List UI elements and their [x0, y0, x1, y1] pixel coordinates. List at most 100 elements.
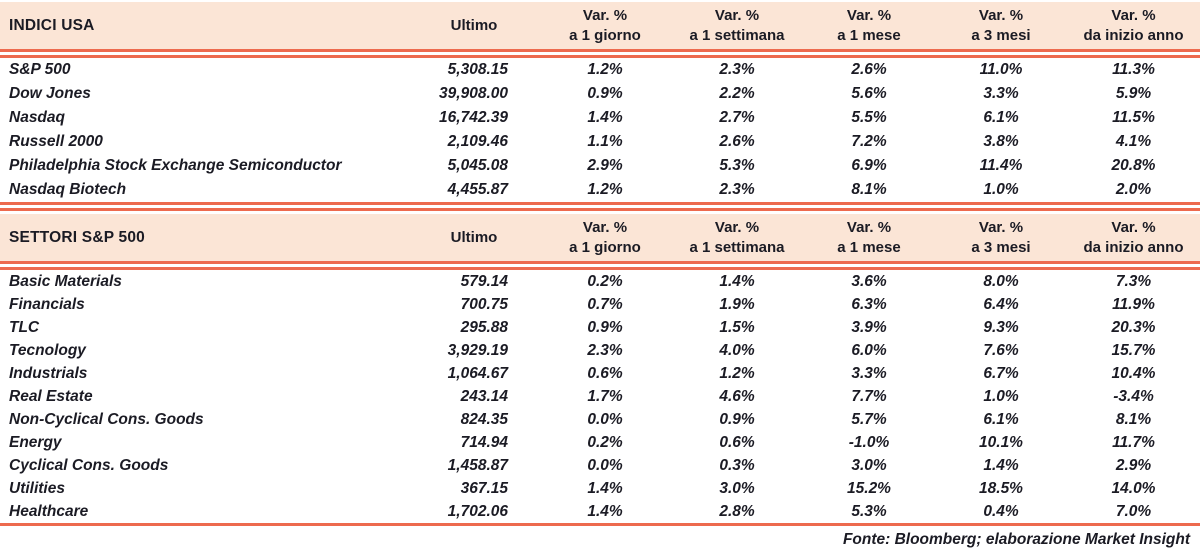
ultimo-value: 243.14 — [460, 387, 508, 405]
row-label: TLC — [9, 318, 40, 336]
row-label: Financials — [9, 295, 85, 313]
row-label: Non-Cyclical Cons. Goods — [9, 410, 204, 428]
row-label: Dow Jones — [9, 85, 91, 102]
pct-value: 5.3% — [719, 157, 755, 174]
col-header-var-1-mese: Var. % a 1 mese — [803, 2, 935, 49]
pct-value: 7.0% — [1115, 502, 1152, 520]
pct-value: 0.6% — [719, 433, 755, 451]
pct-value: 2.3% — [719, 61, 755, 78]
pct-value: 4.6% — [719, 387, 755, 405]
row-label: Basic Materials — [9, 272, 122, 290]
period-label: a 3 mesi — [971, 238, 1031, 256]
ultimo-value: 5,045.08 — [447, 157, 508, 174]
table-row: Financials 700.75 0.7% 1.9% 6.3% 6.4% 11.9% — [0, 293, 1200, 316]
ultimo-value: 295.88 — [460, 318, 508, 336]
pct-value: 6.4% — [983, 295, 1019, 313]
table-row: TLC 295.88 0.9% 1.5% 3.9% 9.3% 20.3% — [0, 316, 1200, 339]
pct-value: 2.2% — [719, 85, 755, 102]
pct-value: 1.4% — [719, 272, 755, 290]
pct-value: 9.3% — [983, 318, 1019, 336]
bottom-rule — [0, 523, 1200, 526]
pct-value: 6.9% — [851, 157, 887, 174]
pct-value: 18.5% — [979, 479, 1023, 497]
table-row: Tecnology 3,929.19 2.3% 4.0% 6.0% 7.6% 15.7% — [0, 339, 1200, 362]
var-pct-label: Var. % — [846, 218, 892, 236]
pct-value: 3.0% — [851, 456, 887, 474]
pct-value: 5.5% — [851, 109, 887, 126]
period-label: da inizio anno — [1083, 238, 1184, 256]
pct-value: 5.9% — [1115, 85, 1152, 102]
period-label: da inizio anno — [1083, 26, 1184, 44]
row-label: S&P 500 — [9, 61, 71, 78]
double-rule — [0, 49, 1200, 58]
var-pct-label: Var. % — [1111, 218, 1156, 236]
pct-value: 8.0% — [983, 272, 1019, 290]
table-row: S&P 500 5,308.15 1.2% 2.3% 2.6% 11.0% 11.3% — [0, 58, 1200, 82]
pct-value: 11.0% — [979, 61, 1023, 78]
pct-value: 1.2% — [719, 364, 755, 382]
pct-value: -3.4% — [1113, 387, 1154, 405]
pct-value: 10.4% — [1111, 364, 1156, 382]
var-pct-label: Var. % — [978, 6, 1024, 24]
pct-value: 2.7% — [719, 109, 755, 126]
col-header-var-inizio-anno: Var. % da inizio anno — [1067, 2, 1200, 49]
pct-value: 0.3% — [719, 456, 755, 474]
pct-value: 2.9% — [1115, 456, 1152, 474]
col-header-var-1-mese: Var. % a 1 mese — [803, 214, 935, 261]
row-label: Real Estate — [9, 387, 93, 405]
pct-value: 2.6% — [851, 61, 887, 78]
pct-value: 1.0% — [983, 387, 1019, 405]
period-label: a 1 mese — [837, 26, 901, 44]
ultimo-value: 2,109.46 — [447, 133, 508, 150]
settori-sp500-table: SETTORI S&P 500 Ultimo Var. % a 1 giorno… — [0, 214, 1200, 526]
ultimo-value: 16,742.39 — [439, 109, 508, 126]
ultimo-value: 39,908.00 — [439, 85, 508, 102]
table-row: Healthcare 1,702.06 1.4% 2.8% 5.3% 0.4% 7.0% — [0, 500, 1200, 523]
pct-value: 2.3% — [587, 341, 623, 359]
pct-value: 0.9% — [719, 410, 755, 428]
ultimo-value: 4,455.87 — [447, 181, 508, 198]
table-row: Russell 2000 2,109.46 1.1% 2.6% 7.2% 3.8% 4.1% — [0, 130, 1200, 154]
pct-value: 20.8% — [1111, 157, 1156, 174]
col-header-ultimo: Ultimo — [450, 229, 498, 246]
pct-value: 7.6% — [983, 341, 1019, 359]
var-pct-label: Var. % — [1111, 6, 1156, 24]
pct-value: 0.9% — [587, 318, 623, 336]
var-pct-label: Var. % — [714, 218, 760, 236]
var-pct-label: Var. % — [978, 218, 1024, 236]
period-label: a 1 giorno — [569, 26, 641, 44]
pct-value: 0.6% — [587, 364, 623, 382]
row-label: Energy — [9, 433, 62, 451]
section-title-settori-sp500: SETTORI S&P 500 — [9, 228, 145, 246]
table-row: Dow Jones 39,908.00 0.9% 2.2% 5.6% 3.3% 5.9% — [0, 82, 1200, 106]
double-rule — [0, 261, 1200, 270]
pct-value: 0.0% — [587, 456, 623, 474]
pct-value: 8.1% — [851, 181, 887, 198]
pct-value: 11.7% — [1112, 433, 1155, 451]
ultimo-value: 1,458.87 — [447, 456, 508, 474]
pct-value: 2.3% — [719, 181, 755, 198]
pct-value: 2.9% — [587, 157, 623, 174]
pct-value: 15.7% — [1111, 341, 1156, 359]
ultimo-value: 3,929.19 — [447, 341, 508, 359]
pct-value: 2.0% — [1115, 181, 1152, 198]
pct-value: 10.1% — [979, 433, 1023, 451]
indici-usa-header-row: INDICI USA Ultimo Var. % a 1 giorno Var.… — [0, 2, 1200, 49]
pct-value: 1.5% — [719, 318, 755, 336]
pct-value: 11.4% — [979, 157, 1023, 174]
ultimo-value: 714.94 — [460, 433, 508, 451]
pct-value: 4.0% — [719, 341, 755, 359]
pct-value: 6.1% — [983, 109, 1019, 126]
table-row: Philadelphia Stock Exchange Semiconducto… — [0, 154, 1200, 178]
period-label: a 1 giorno — [569, 238, 641, 256]
ultimo-value: 1,064.67 — [447, 364, 508, 382]
table-row: Non-Cyclical Cons. Goods 824.35 0.0% 0.9% 5.… — [0, 408, 1200, 431]
pct-value: 1.2% — [587, 181, 623, 198]
pct-value: 15.2% — [847, 479, 891, 497]
col-header-var-1-giorno: Var. % a 1 giorno — [539, 2, 671, 49]
ultimo-value: 5,308.15 — [447, 61, 508, 78]
pct-value: 0.9% — [587, 85, 623, 102]
pct-value: 0.4% — [983, 502, 1019, 520]
col-header-var-1-settimana: Var. % a 1 settimana — [671, 2, 803, 49]
col-header-var-1-settimana: Var. % a 1 settimana — [671, 214, 803, 261]
